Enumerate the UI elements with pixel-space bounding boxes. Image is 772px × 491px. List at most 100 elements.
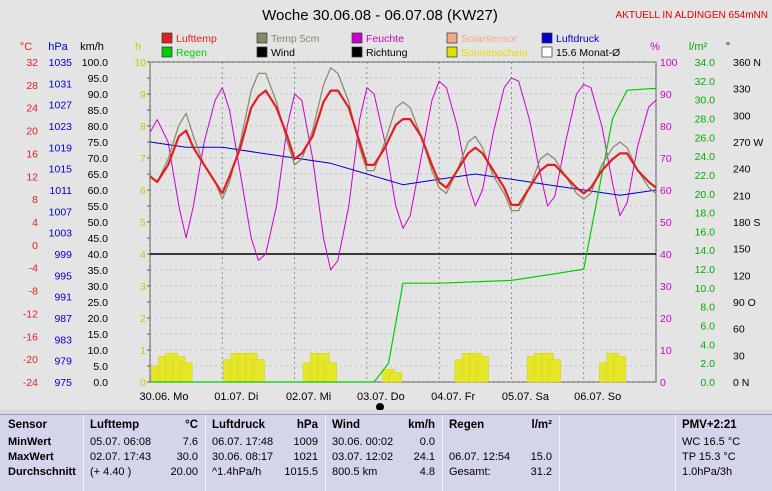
current-time-marker bbox=[376, 403, 384, 411]
legend-swatch bbox=[446, 32, 458, 44]
legend-swatch bbox=[161, 46, 173, 58]
legend-label: Luftdruck bbox=[556, 33, 600, 45]
temp-tick-label: 8 bbox=[32, 194, 38, 206]
pressure-tick-label: 987 bbox=[54, 313, 72, 325]
wind-tick-label: 20.0 bbox=[88, 313, 109, 325]
sunshine-bar bbox=[476, 356, 489, 383]
sun-tick-label: 8 bbox=[140, 121, 146, 133]
stats-regen-max-date: 06.07. 12:54 bbox=[449, 451, 511, 463]
x-tick-label: 04.07. Fr bbox=[431, 391, 475, 403]
humidity-tick-label: 20 bbox=[660, 313, 672, 325]
humidity-tick-label: 80 bbox=[660, 121, 672, 133]
pressure-tick-label: 1007 bbox=[49, 206, 73, 218]
stats-pmv-col: PMV+2:21 WC 16.5 °C TP 15.3 °C 1.0hPa/3h bbox=[676, 415, 772, 491]
temp-tick-label: -16 bbox=[23, 331, 38, 343]
wind-tick-label: 10.0 bbox=[88, 345, 109, 357]
sun-tick-label: 7 bbox=[140, 153, 146, 165]
humidity-tick-label: 100 bbox=[660, 57, 678, 69]
temp-tick-label: 28 bbox=[26, 80, 38, 92]
stats-wind-header: Wind bbox=[332, 419, 360, 431]
stats-regen-max-value: 15.0 bbox=[530, 451, 552, 463]
stats-luftdruck-trend: ^1.4hPa/h bbox=[212, 466, 262, 478]
direction-tick-label: 30 bbox=[733, 350, 745, 362]
temp-tick-label: -20 bbox=[23, 354, 38, 366]
legend-swatch bbox=[256, 32, 268, 44]
temp-tick-label: -12 bbox=[23, 308, 38, 320]
rain-tick-label: 26.0 bbox=[695, 132, 716, 144]
wind-tick-label: 25.0 bbox=[88, 297, 109, 309]
temp-tick-label: 4 bbox=[32, 217, 38, 229]
wind-tick-label: 60.0 bbox=[88, 185, 109, 197]
legend-swatch bbox=[256, 46, 268, 58]
sunshine-bar bbox=[324, 362, 337, 383]
wind-tick-label: 40.0 bbox=[88, 249, 109, 261]
rain-tick-label: 12.0 bbox=[695, 264, 716, 276]
direction-axis-unit: ° bbox=[726, 41, 730, 53]
stats-wind-min-date: 30.06. 00:02 bbox=[332, 436, 394, 448]
stats-table: Sensor MinWert MaxWert Durchschnitt Luft… bbox=[0, 414, 772, 491]
x-tick-label: 02.07. Mi bbox=[286, 391, 331, 403]
legend-swatch bbox=[351, 32, 363, 44]
sunshine-bar bbox=[252, 359, 265, 383]
pressure-tick-label: 1027 bbox=[49, 100, 73, 112]
direction-tick-label: 300 bbox=[733, 110, 751, 122]
rain-tick-label: 32.0 bbox=[695, 76, 716, 88]
stats-wind-distance: 800.5 km bbox=[332, 466, 378, 478]
wind-tick-label: 80.0 bbox=[88, 121, 109, 133]
pressure-tick-label: 1035 bbox=[49, 57, 73, 69]
stats-regen-col: Regen l/m² 06.07. 12:54 15.0 Gesamt: 31.2 bbox=[443, 415, 558, 491]
stats-lufttemp-header: Lufttemp bbox=[90, 419, 140, 431]
wind-tick-label: 15.0 bbox=[88, 329, 109, 341]
temp-tick-label: 24 bbox=[26, 103, 38, 115]
stats-lufttemp-avg-note: (+ 4.40 ) bbox=[90, 466, 132, 478]
humidity-tick-label: 60 bbox=[660, 185, 672, 197]
stats-regen-unit: l/m² bbox=[531, 419, 552, 431]
pressure-tick-label: 1015 bbox=[49, 164, 73, 176]
rain-tick-label: 18.0 bbox=[695, 208, 716, 220]
rain-tick-label: 24.0 bbox=[695, 151, 716, 163]
temp-tick-label: -8 bbox=[29, 286, 38, 298]
weather-chart: Woche 30.06.08 - 06.07.08 (KW27) AKTUELL … bbox=[0, 0, 772, 411]
humidity-tick-label: 50 bbox=[660, 217, 672, 229]
temp-tick-label: -24 bbox=[23, 377, 38, 389]
rain-tick-label: 6.0 bbox=[700, 321, 715, 333]
stats-luftdruck-col: Luftdruck hPa 06.07. 17:48 1009 30.06. 08:… bbox=[206, 415, 324, 491]
rain-tick-label: 8.0 bbox=[700, 302, 715, 314]
sun-tick-label: 9 bbox=[140, 89, 146, 101]
rain-tick-label: 14.0 bbox=[695, 245, 716, 257]
direction-tick-label: 0 N bbox=[733, 377, 749, 389]
temp-tick-label: 12 bbox=[26, 171, 38, 183]
sun-tick-label: 4 bbox=[140, 249, 146, 261]
humidity-tick-label: 90 bbox=[660, 89, 672, 101]
wind-tick-label: 30.0 bbox=[88, 281, 109, 293]
legend-label: Temp 5cm bbox=[271, 33, 320, 45]
sun-tick-label: 6 bbox=[140, 185, 146, 197]
sunshine-bar bbox=[389, 372, 402, 383]
temp-tick-label: -4 bbox=[29, 263, 38, 275]
rain-tick-label: 2.0 bbox=[700, 358, 715, 370]
wind-tick-label: 5.0 bbox=[93, 361, 108, 373]
stats-wind-max-date: 03.07. 12:02 bbox=[332, 451, 394, 463]
sunshine-bar bbox=[548, 359, 561, 383]
x-tick-label: 01.07. Di bbox=[214, 391, 258, 403]
legend-swatch bbox=[446, 46, 458, 58]
direction-tick-label: 60 bbox=[733, 324, 745, 336]
status-text: AKTUELL IN ALDINGEN 654mNN bbox=[616, 10, 768, 21]
pressure-tick-label: 1023 bbox=[49, 121, 73, 133]
stats-lufttemp-col: Lufttemp °C 05.07. 06:08 7.6 02.07. 17:43 3… bbox=[84, 415, 204, 491]
stats-luftdruck-min-date: 06.07. 17:48 bbox=[212, 436, 274, 448]
stats-wind-min-value: 0.0 bbox=[419, 436, 435, 448]
sun-tick-label: 2 bbox=[140, 313, 146, 325]
stats-luftdruck-header: Luftdruck bbox=[212, 419, 266, 431]
stats-pmv-pressure-trend: 1.0hPa/3h bbox=[682, 466, 733, 478]
sunshine-bar bbox=[179, 362, 193, 383]
wind-tick-label: 85.0 bbox=[88, 105, 109, 117]
temp-axis-unit: °C bbox=[20, 41, 32, 53]
rain-tick-label: 34.0 bbox=[695, 57, 716, 69]
pressure-tick-label: 1031 bbox=[49, 78, 73, 90]
rain-tick-label: 16.0 bbox=[695, 226, 716, 238]
rain-tick-label: 30.0 bbox=[695, 95, 716, 107]
sun-tick-label: 0 bbox=[140, 377, 146, 389]
temp-tick-label: 20 bbox=[26, 126, 38, 138]
series-feuchte-line bbox=[149, 77, 657, 271]
